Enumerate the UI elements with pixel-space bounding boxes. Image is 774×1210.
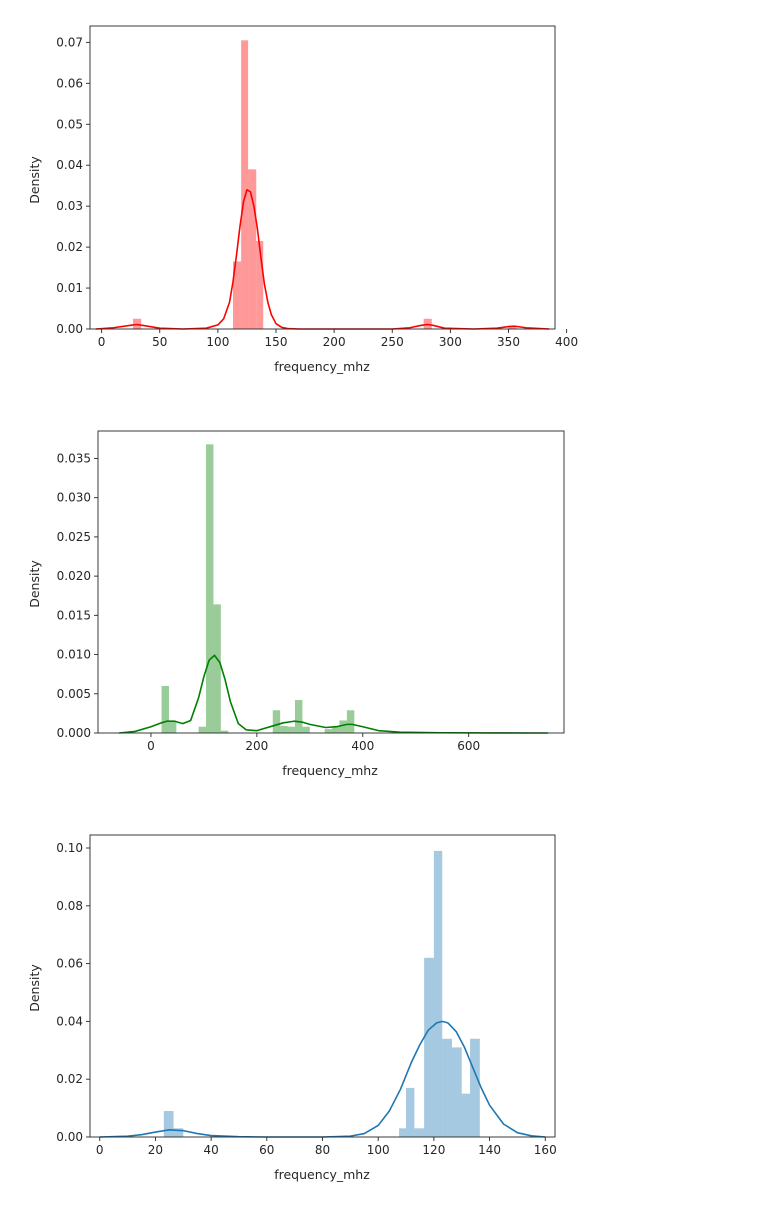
hist-bar bbox=[302, 726, 310, 733]
plot-frame bbox=[89, 834, 556, 1138]
hist-bar bbox=[324, 729, 333, 733]
hist-bar bbox=[508, 325, 517, 329]
y-tick-label: 0.04 bbox=[56, 1014, 83, 1028]
hist-bar bbox=[287, 726, 295, 733]
hist-bar bbox=[332, 726, 340, 733]
x-tick-label: 140 bbox=[478, 1143, 501, 1157]
x-tick-label: 0 bbox=[147, 739, 155, 753]
hist-bar bbox=[232, 261, 242, 329]
x-tick-label: 50 bbox=[152, 335, 167, 349]
hist-bar bbox=[442, 1038, 452, 1137]
y-tick-label: 0.10 bbox=[56, 841, 83, 855]
hist-bar bbox=[163, 1110, 174, 1137]
x-tick-label: 150 bbox=[265, 335, 288, 349]
frequency-chart-green: Density frequency_mhz 0 200 400 600 0.000 0.0… bbox=[27, 430, 565, 778]
hist-bar bbox=[256, 240, 264, 329]
hist-bar bbox=[461, 1093, 471, 1137]
y-tick-label: 0.00 bbox=[56, 322, 83, 336]
hist-bar bbox=[168, 721, 177, 733]
hist-bar bbox=[272, 710, 281, 733]
hist-bar bbox=[206, 444, 214, 733]
hist-bar bbox=[198, 726, 207, 733]
hist-bar bbox=[213, 604, 221, 733]
y-tick-label: 0.020 bbox=[57, 569, 91, 583]
x-tick-label: 60 bbox=[259, 1143, 274, 1157]
hist-bar bbox=[424, 957, 434, 1137]
x-tick-label: 400 bbox=[555, 335, 578, 349]
plot-frame bbox=[97, 430, 565, 734]
y-tick-label: 0.035 bbox=[57, 451, 91, 465]
hist-bar bbox=[406, 1087, 415, 1137]
x-tick-label: 120 bbox=[422, 1143, 445, 1157]
x-tick-label: 100 bbox=[367, 1143, 390, 1157]
hist-bar bbox=[248, 169, 257, 329]
hist-bar bbox=[399, 1128, 407, 1137]
y-tick-label: 0.000 bbox=[57, 726, 91, 740]
x-tick-label: 250 bbox=[381, 335, 404, 349]
hist-bar bbox=[161, 685, 169, 733]
hist-bar bbox=[414, 1128, 425, 1137]
y-tick-label: 0.02 bbox=[56, 240, 83, 254]
y-tick-label: 0.05 bbox=[56, 117, 83, 131]
x-tick-label: 80 bbox=[315, 1143, 330, 1157]
hist-bar bbox=[339, 720, 347, 733]
hist-bar bbox=[220, 730, 229, 733]
y-tick-label: 0.08 bbox=[56, 899, 83, 913]
x-tick-label: 300 bbox=[439, 335, 462, 349]
hist-bar bbox=[346, 710, 355, 733]
x-tick-label: 0 bbox=[98, 335, 106, 349]
x-tick-label: 100 bbox=[206, 335, 229, 349]
x-tick-label: 40 bbox=[203, 1143, 218, 1157]
y-axis-label: Density bbox=[27, 560, 42, 608]
y-tick-label: 0.030 bbox=[57, 491, 91, 505]
y-axis-label: Density bbox=[27, 964, 42, 1012]
x-tick-label: 350 bbox=[497, 335, 520, 349]
x-tick-label: 600 bbox=[457, 739, 480, 753]
hist-bar bbox=[294, 700, 303, 733]
y-tick-label: 0.06 bbox=[56, 76, 83, 90]
frequency-chart-blue: Density frequency_mhz 0 20 40 60 80 100 120 140… bbox=[27, 834, 557, 1182]
kde-line bbox=[99, 1020, 546, 1138]
y-axis-label: Density bbox=[27, 156, 42, 204]
y-tick-label: 0.01 bbox=[56, 281, 83, 295]
x-tick-label: 200 bbox=[323, 335, 346, 349]
y-tick-label: 0.015 bbox=[57, 608, 91, 622]
y-tick-label: 0.07 bbox=[56, 35, 83, 49]
hist-bar bbox=[451, 1047, 462, 1137]
x-tick-label: 20 bbox=[148, 1143, 163, 1157]
x-axis-label: frequency_mhz bbox=[282, 763, 378, 778]
x-tick-label: 200 bbox=[245, 739, 268, 753]
hist-bar bbox=[241, 40, 249, 329]
y-tick-label: 0.02 bbox=[56, 1072, 83, 1086]
x-tick-label: 400 bbox=[351, 739, 374, 753]
x-tick-label: 0 bbox=[96, 1143, 104, 1157]
x-tick-label: 160 bbox=[534, 1143, 557, 1157]
y-tick-label: 0.025 bbox=[57, 530, 91, 544]
x-axis-label: frequency_mhz bbox=[274, 1167, 370, 1182]
plot-frame bbox=[89, 25, 556, 330]
y-tick-label: 0.010 bbox=[57, 648, 91, 662]
y-tick-label: 0.005 bbox=[57, 687, 91, 701]
kde-line bbox=[119, 654, 549, 734]
hist-bar bbox=[470, 1038, 480, 1137]
hist-bar bbox=[433, 850, 443, 1137]
x-axis-label: frequency_mhz bbox=[274, 359, 370, 374]
y-tick-label: 0.00 bbox=[56, 1130, 83, 1144]
y-tick-label: 0.03 bbox=[56, 199, 83, 213]
y-tick-label: 0.06 bbox=[56, 957, 83, 971]
hist-bar bbox=[173, 1128, 184, 1137]
kde-line bbox=[95, 188, 550, 330]
y-tick-label: 0.04 bbox=[56, 158, 83, 172]
frequency-chart-red: Density frequency_mhz 0 50 100 150 200 250 300… bbox=[27, 25, 578, 374]
hist-bar bbox=[280, 725, 288, 733]
